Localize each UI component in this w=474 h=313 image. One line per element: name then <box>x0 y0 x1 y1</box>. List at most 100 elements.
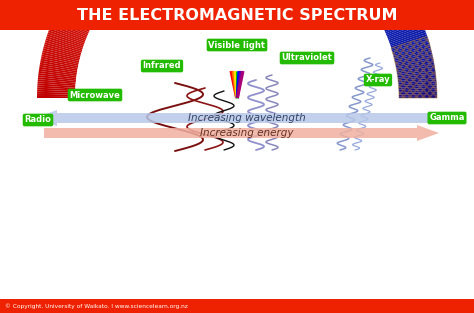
Wedge shape <box>68 0 101 11</box>
Wedge shape <box>42 52 79 63</box>
Wedge shape <box>397 69 435 76</box>
Wedge shape <box>55 15 90 32</box>
Wedge shape <box>47 34 83 48</box>
Wedge shape <box>379 2 413 22</box>
Wedge shape <box>71 0 103 8</box>
Wedge shape <box>44 44 81 56</box>
Wedge shape <box>59 5 93 24</box>
FancyBboxPatch shape <box>0 0 474 30</box>
Wedge shape <box>386 18 421 35</box>
Text: Increasing wavelength: Increasing wavelength <box>188 113 306 123</box>
Wedge shape <box>383 13 419 31</box>
Wedge shape <box>366 0 398 2</box>
Wedge shape <box>388 26 424 42</box>
Wedge shape <box>38 71 76 78</box>
Wedge shape <box>50 24 86 40</box>
Wedge shape <box>62 0 96 20</box>
Wedge shape <box>399 96 437 98</box>
Wedge shape <box>65 0 99 16</box>
Wedge shape <box>393 44 430 56</box>
Wedge shape <box>40 60 78 69</box>
Wedge shape <box>46 38 82 51</box>
Wedge shape <box>383 11 418 29</box>
Text: THE ELECTROMAGNETIC SPECTRUM: THE ELECTROMAGNETIC SPECTRUM <box>77 8 397 23</box>
Wedge shape <box>377 0 411 18</box>
Wedge shape <box>384 15 419 32</box>
Wedge shape <box>376 0 410 17</box>
Wedge shape <box>39 69 77 76</box>
Wedge shape <box>61 2 95 22</box>
Wedge shape <box>64 0 98 17</box>
Wedge shape <box>398 77 436 83</box>
Text: Microwave: Microwave <box>70 90 120 100</box>
Wedge shape <box>382 9 417 28</box>
Wedge shape <box>397 65 435 73</box>
Wedge shape <box>391 34 427 48</box>
Wedge shape <box>69 0 102 10</box>
Wedge shape <box>37 83 75 88</box>
Text: Increasing energy: Increasing energy <box>200 128 294 138</box>
Wedge shape <box>390 30 426 45</box>
Wedge shape <box>42 50 80 61</box>
Wedge shape <box>45 42 82 54</box>
Text: X-ray: X-ray <box>365 75 390 85</box>
Wedge shape <box>55 13 91 31</box>
Wedge shape <box>387 23 423 38</box>
Wedge shape <box>394 48 431 59</box>
Wedge shape <box>396 60 434 69</box>
Wedge shape <box>50 26 86 42</box>
Wedge shape <box>67 0 100 13</box>
Wedge shape <box>72 0 104 7</box>
Wedge shape <box>75 0 107 3</box>
Wedge shape <box>53 18 88 35</box>
Wedge shape <box>49 28 85 43</box>
Wedge shape <box>41 59 78 68</box>
Wedge shape <box>74 0 106 4</box>
Wedge shape <box>38 77 76 83</box>
Wedge shape <box>39 67 77 74</box>
Wedge shape <box>48 30 84 45</box>
Wedge shape <box>396 59 433 68</box>
FancyBboxPatch shape <box>0 299 474 313</box>
Text: Infrared: Infrared <box>143 61 182 70</box>
Wedge shape <box>398 71 436 78</box>
Text: Gamma: Gamma <box>429 114 465 122</box>
Wedge shape <box>38 79 76 85</box>
Wedge shape <box>45 40 82 53</box>
Wedge shape <box>398 75 436 81</box>
Wedge shape <box>38 73 76 80</box>
Text: Ultraviolet: Ultraviolet <box>282 54 332 63</box>
Wedge shape <box>63 0 97 18</box>
Wedge shape <box>392 38 428 51</box>
Wedge shape <box>43 48 80 59</box>
Wedge shape <box>75 0 399 98</box>
Wedge shape <box>381 5 415 24</box>
Wedge shape <box>40 63 78 71</box>
Wedge shape <box>395 54 433 64</box>
Wedge shape <box>76 0 108 2</box>
FancyArrow shape <box>44 125 439 141</box>
Wedge shape <box>373 0 406 11</box>
Wedge shape <box>37 94 75 96</box>
Wedge shape <box>392 42 429 54</box>
Text: © Copyright. University of Waikato. I www.sciencelearn.org.nz: © Copyright. University of Waikato. I ww… <box>5 303 188 309</box>
Wedge shape <box>392 40 429 53</box>
Wedge shape <box>370 0 402 7</box>
Wedge shape <box>371 0 403 8</box>
Wedge shape <box>399 90 437 93</box>
Text: Visible light: Visible light <box>209 40 265 49</box>
Wedge shape <box>54 17 89 34</box>
Wedge shape <box>43 46 81 58</box>
Wedge shape <box>56 11 91 29</box>
Wedge shape <box>37 88 75 91</box>
Wedge shape <box>58 7 92 26</box>
Wedge shape <box>399 81 437 86</box>
Wedge shape <box>399 88 437 91</box>
Wedge shape <box>37 85 75 90</box>
Wedge shape <box>73 0 105 6</box>
Wedge shape <box>399 92 437 95</box>
Wedge shape <box>395 56 433 66</box>
Wedge shape <box>399 85 437 90</box>
Wedge shape <box>396 63 434 71</box>
Wedge shape <box>395 52 432 63</box>
